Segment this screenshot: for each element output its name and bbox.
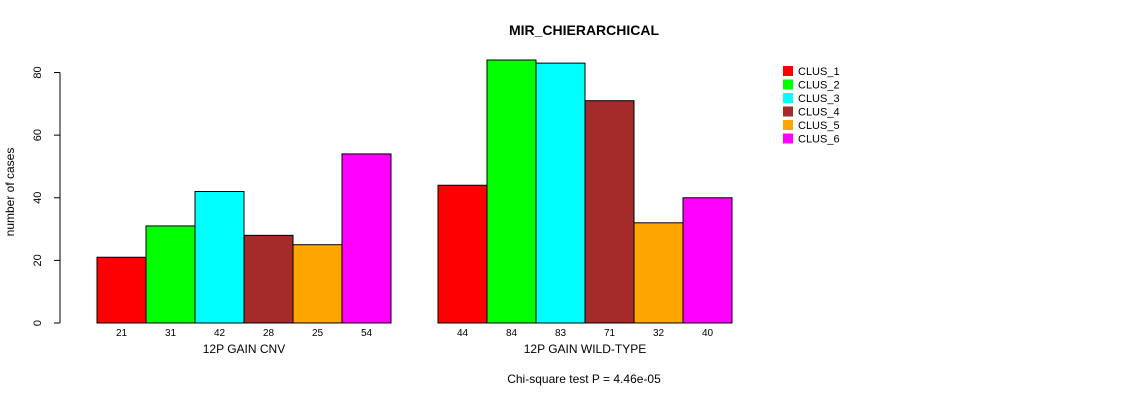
bar-group2-clus-5 <box>633 222 684 324</box>
count-label-group2-clus-4: 71 <box>604 328 616 339</box>
legend-label-clus-6: CLUS_6 <box>798 134 840 146</box>
bar-group2-clus-2 <box>486 59 537 324</box>
bar-group1-clus-6 <box>341 153 392 324</box>
y-tick-label-40: 40 <box>32 192 44 204</box>
chi-square-footnote: Chi-square test P = 4.46e-05 <box>507 372 661 386</box>
legend-label-clus-1: CLUS_1 <box>798 66 840 78</box>
y-tick-label-0: 0 <box>32 320 44 326</box>
count-label-group2-clus-5: 32 <box>653 328 665 339</box>
group-labels: 12P GAIN CNV 12P GAIN WILD-TYPE <box>203 342 646 356</box>
bar-group2-clus-3 <box>535 62 586 324</box>
bar-group1-clus-5 <box>292 244 343 324</box>
bar-group2-clus-6 <box>682 197 733 324</box>
y-tick-label-80: 80 <box>32 66 44 78</box>
count-labels: 21 31 42 28 25 54 44 84 83 71 32 40 <box>116 328 714 339</box>
y-tick-label-60: 60 <box>32 129 44 141</box>
legend-label-clus-5: CLUS_5 <box>798 120 840 132</box>
legend-label-clus-2: CLUS_2 <box>798 80 840 92</box>
count-label-group2-clus-1: 44 <box>457 328 469 339</box>
bar-group1-clus-3 <box>194 191 245 324</box>
bar-group2-clus-1 <box>437 184 488 324</box>
y-axis: 0 20 40 60 80 <box>32 66 61 326</box>
count-label-group2-clus-6: 40 <box>702 328 714 339</box>
legend-swatch-clus-6 <box>783 133 793 144</box>
group-label-2: 12P GAIN WILD-TYPE <box>524 342 646 356</box>
count-label-group1-clus-3: 42 <box>214 328 226 339</box>
legend-label-clus-4: CLUS_4 <box>798 107 840 119</box>
legend-swatch-clus-4 <box>783 106 793 117</box>
count-label-group2-clus-2: 84 <box>506 328 518 339</box>
count-label-group2-clus-3: 83 <box>555 328 567 339</box>
bar-group1-clus-2 <box>145 225 196 324</box>
count-label-group1-clus-5: 25 <box>312 328 324 339</box>
chart-title: MIR_CHIERARCHICAL <box>509 22 660 38</box>
legend-swatch-clus-3 <box>783 93 793 103</box>
count-label-group1-clus-4: 28 <box>263 328 275 339</box>
bars <box>96 59 733 324</box>
legend-label-clus-3: CLUS_3 <box>798 93 840 105</box>
legend-swatch-clus-5 <box>783 120 793 130</box>
count-label-group1-clus-2: 31 <box>165 328 177 339</box>
bar-group1-clus-4 <box>243 234 294 324</box>
count-label-group1-clus-1: 21 <box>116 328 128 339</box>
bar-group1-clus-1 <box>96 256 147 324</box>
legend-swatch-clus-2 <box>783 79 793 90</box>
bar-group2-clus-4 <box>584 100 635 324</box>
y-tick-label-20: 20 <box>32 254 44 266</box>
y-axis-label: number of cases <box>3 148 17 237</box>
legend-swatch-clus-1 <box>783 66 793 76</box>
group-label-1: 12P GAIN CNV <box>203 342 285 356</box>
count-label-group1-clus-6: 54 <box>361 328 373 339</box>
